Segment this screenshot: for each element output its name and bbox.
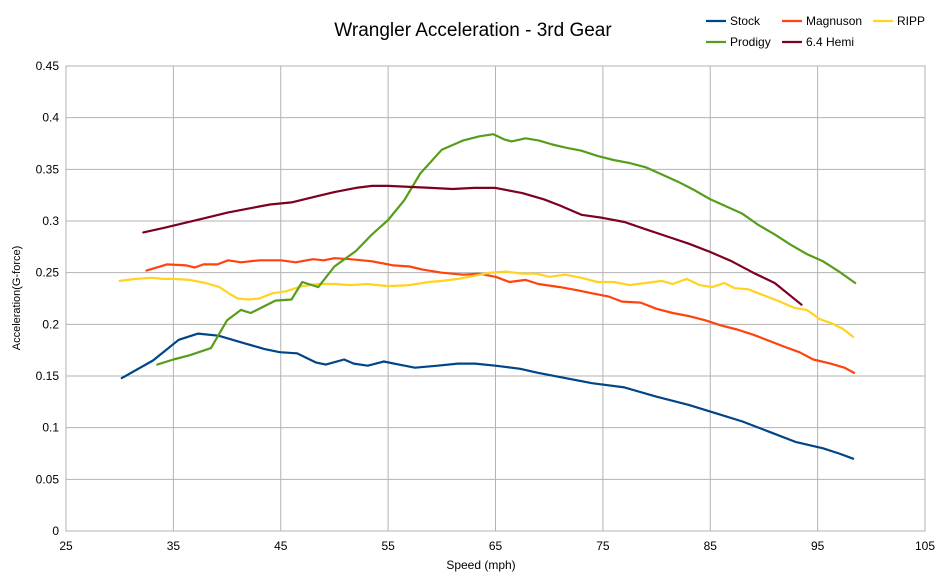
- legend-label-ripp: RIPP: [897, 14, 925, 28]
- y-tick-label: 0: [52, 524, 59, 538]
- y-axis-ticks: 0 0.05 0.1 0.15 0.2 0.25 0.3 0.35 0.4 0.45: [36, 59, 60, 538]
- y-tick-label: 0.25: [36, 266, 60, 280]
- legend-label-6-4-hemi: 6.4 Hemi: [806, 35, 854, 49]
- x-tick-label: 85: [704, 539, 718, 553]
- plot-area-frame: [65, 65, 926, 532]
- legend-label-prodigy: Prodigy: [730, 35, 771, 49]
- x-tick-label: 25: [59, 539, 73, 553]
- x-tick-label: 35: [167, 539, 181, 553]
- y-tick-label: 0.45: [36, 59, 60, 73]
- x-tick-label: 65: [489, 539, 503, 553]
- x-tick-label: 95: [811, 539, 825, 553]
- legend: Stock Magnuson RIPP Prodigy 6.4 Hemi: [706, 14, 925, 49]
- x-tick-label: 45: [274, 539, 288, 553]
- x-axis-ticks: 25 35 45 55 65 75 85 95 105: [59, 539, 935, 553]
- y-tick-label: 0.3: [42, 214, 59, 228]
- x-tick-label: 105: [915, 539, 935, 553]
- series-line-ripp: [118, 270, 855, 338]
- series-line-stock: [120, 332, 855, 460]
- y-tick-label: 0.15: [36, 369, 60, 383]
- y-tick-label: 0.1: [42, 421, 59, 435]
- series-line-6-4-hemi: [142, 184, 803, 306]
- y-axis-label: Acceleration(G-force): [11, 246, 23, 351]
- x-tick-label: 75: [596, 539, 610, 553]
- y-tick-label: 0.35: [36, 162, 60, 176]
- x-axis-label: Speed (mph): [446, 558, 515, 572]
- legend-label-magnuson: Magnuson: [806, 14, 862, 28]
- legend-label-stock: Stock: [730, 14, 761, 28]
- series-line-prodigy: [156, 133, 857, 366]
- y-tick-label: 0.05: [36, 472, 60, 486]
- y-tick-label: 0.4: [42, 111, 59, 125]
- chart-title: Wrangler Acceleration - 3rd Gear: [334, 20, 612, 41]
- series-lines: [118, 133, 857, 460]
- series-line-magnuson: [145, 257, 856, 374]
- x-tick-label: 55: [381, 539, 395, 553]
- y-tick-label: 0.2: [42, 317, 59, 331]
